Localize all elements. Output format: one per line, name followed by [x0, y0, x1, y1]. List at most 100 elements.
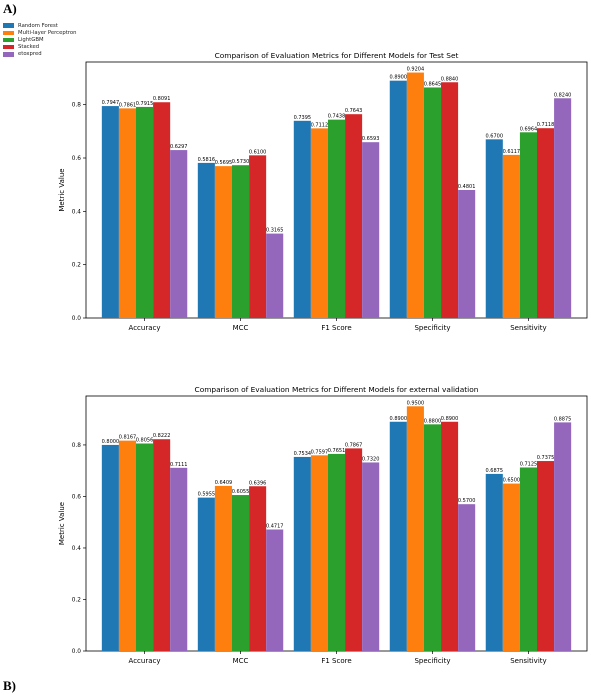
y-tick-label: 0.6	[72, 156, 82, 162]
bar	[519, 132, 537, 318]
data-label: 0.8222	[153, 433, 171, 439]
data-label: 0.8900	[390, 75, 408, 81]
legend-swatch	[3, 23, 14, 28]
data-label: 0.6396	[249, 480, 267, 486]
y-tick-label: 0.2	[72, 597, 82, 603]
data-label: 0.7915	[136, 101, 154, 107]
data-label: 0.7111	[170, 462, 188, 468]
data-label: 0.6964	[520, 126, 538, 132]
bar	[345, 448, 363, 651]
bar	[249, 155, 267, 318]
bar	[170, 467, 188, 651]
y-tick-label: 0.2	[72, 263, 82, 269]
y-tick-label: 0.8	[72, 443, 82, 449]
data-label: 0.7643	[345, 108, 363, 114]
x-tick-label: Sensitivity	[510, 657, 546, 665]
data-label: 0.6297	[170, 144, 188, 150]
data-label: 0.8645	[424, 81, 442, 87]
legend-swatch	[3, 37, 14, 43]
bar	[266, 233, 284, 318]
y-tick-label: 0.4	[72, 209, 82, 215]
legend-label: LightGBM	[18, 36, 44, 43]
data-label: 0.7597	[311, 449, 329, 455]
data-label: 0.8167	[119, 435, 137, 441]
data-label: 0.8800	[424, 418, 442, 424]
bar	[554, 98, 572, 319]
bar	[536, 128, 555, 318]
y-tick-label: 0.6	[72, 494, 82, 500]
data-label: 0.6875	[486, 468, 504, 474]
y-tick-label: 0.4	[72, 546, 82, 552]
data-label: 0.8875	[554, 416, 572, 422]
data-label: 0.5955	[198, 492, 216, 498]
data-label: 0.6593	[362, 136, 380, 142]
legend-item: Multi-layer Perceptron	[3, 29, 76, 36]
bar	[153, 102, 171, 319]
legend-item: etoxpred	[3, 51, 76, 58]
bar	[136, 443, 154, 651]
bar	[231, 165, 250, 318]
legend-item: Random Forest	[3, 22, 76, 29]
bar	[118, 440, 137, 651]
data-label: 0.8056	[136, 437, 154, 443]
bar	[249, 486, 267, 651]
bar	[310, 128, 328, 318]
bar	[266, 529, 284, 651]
bar	[406, 406, 424, 651]
chart-title: Comparison of Evaluation Metrics for Dif…	[195, 385, 479, 394]
bar	[519, 467, 537, 651]
data-label: 0.4717	[266, 524, 284, 530]
x-tick-label: Accuracy	[129, 657, 161, 665]
data-label: 0.7947	[102, 100, 120, 106]
data-label: 0.6055	[232, 489, 250, 495]
bar	[101, 444, 119, 651]
data-label: 0.8840	[441, 76, 459, 82]
bar	[214, 485, 232, 651]
bar	[362, 142, 380, 318]
bar	[536, 461, 555, 651]
bar	[441, 421, 459, 651]
y-tick-label: 0.8	[72, 103, 82, 109]
data-label: 0.9204	[407, 67, 425, 73]
data-label: 0.7320	[362, 456, 380, 462]
panel-label-b: B)	[3, 678, 16, 693]
panel-label-a: A)	[3, 1, 17, 16]
data-label: 0.8900	[390, 416, 408, 422]
x-tick-label: F1 Score	[321, 657, 351, 665]
bar	[345, 114, 363, 318]
data-label: 0.4801	[458, 184, 476, 190]
chart-title: Comparison of Evaluation Metrics for Dif…	[215, 51, 459, 60]
x-tick-label: Specificity	[414, 657, 450, 665]
bar	[101, 106, 119, 318]
bar	[327, 453, 346, 651]
data-label: 0.8000	[102, 439, 120, 445]
bar	[458, 189, 476, 318]
bar	[406, 72, 424, 318]
data-label: 0.7395	[294, 115, 312, 121]
legend-label: Multi-layer Perceptron	[18, 29, 77, 36]
data-label: 0.7125	[520, 461, 538, 467]
data-label: 0.7861	[119, 102, 137, 108]
data-label: 0.8900	[441, 416, 459, 422]
data-label: 0.7651	[328, 448, 346, 454]
bar	[170, 150, 188, 318]
data-label: 0.3165	[266, 228, 284, 234]
bar	[293, 456, 311, 651]
x-tick-label: Sensitivity	[510, 324, 546, 332]
data-label: 0.6409	[215, 480, 233, 486]
bar	[197, 162, 215, 318]
data-label: 0.5695	[215, 160, 233, 166]
bar	[136, 106, 154, 318]
legend-label: Stacked	[18, 44, 40, 51]
bar	[554, 422, 572, 651]
bar	[362, 462, 380, 651]
bar	[423, 424, 442, 651]
x-tick-label: Specificity	[414, 324, 450, 332]
legend-item: LightGBM	[3, 36, 76, 43]
bar	[310, 455, 328, 651]
x-tick-label: MCC	[233, 657, 249, 665]
bar	[423, 87, 442, 318]
data-label: 0.5730	[232, 159, 250, 165]
data-label: 0.7118	[537, 122, 555, 128]
